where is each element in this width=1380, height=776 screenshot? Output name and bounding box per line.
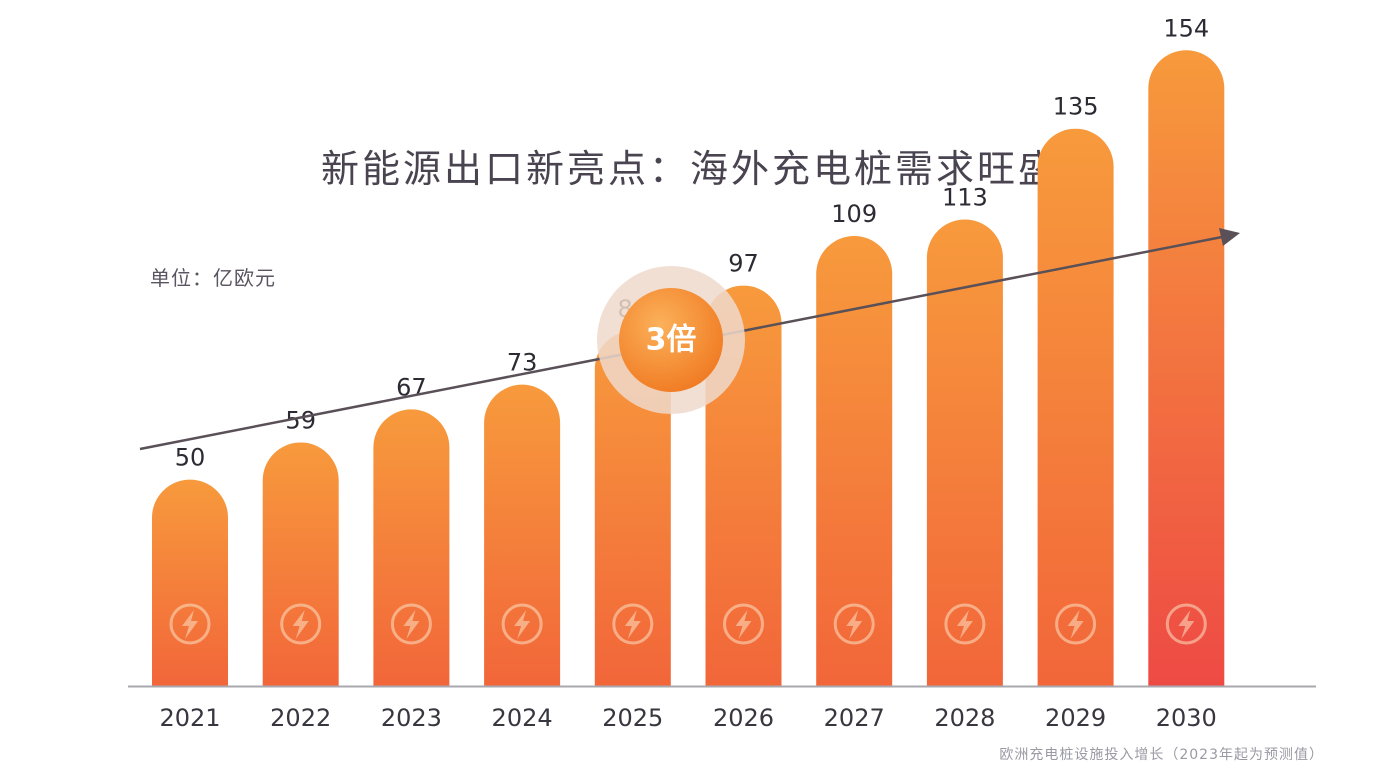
bar-2029 [1037, 128, 1114, 686]
value-label-2026: 97 [728, 250, 759, 278]
bar-2025 [594, 330, 671, 686]
lightning-icon [1165, 603, 1207, 645]
lightning-icon [1055, 603, 1097, 645]
bar-2027 [816, 236, 893, 686]
x-tick-2026: 2026 [713, 704, 774, 732]
bar-2023 [373, 409, 450, 686]
x-tick-2029: 2029 [1045, 704, 1106, 732]
x-tick-2024: 2024 [492, 704, 553, 732]
x-tick-2022: 2022 [270, 704, 331, 732]
lightning-icon [390, 603, 432, 645]
bars-group: 5020215920226720237320248620259720261092… [152, 14, 1225, 732]
x-tick-2021: 2021 [159, 704, 220, 732]
lightning-icon [833, 603, 875, 645]
chart-title: 新能源出口新亮点：海外充电桩需求旺盛 [320, 147, 1059, 191]
x-tick-2028: 2028 [934, 704, 995, 732]
x-tick-2030: 2030 [1156, 704, 1217, 732]
source-note: 欧洲充电桩设施投入增长（2023年起为预测值） [999, 747, 1324, 763]
value-label-2030: 154 [1163, 14, 1209, 42]
value-label-2028: 113 [942, 184, 988, 212]
lightning-icon [280, 603, 322, 645]
badge-core [619, 288, 723, 392]
lightning-icon [169, 603, 211, 645]
x-tick-2023: 2023 [381, 704, 442, 732]
badge-label: 3倍 [646, 323, 697, 358]
bar-2022 [262, 442, 339, 686]
value-label-2021: 50 [175, 444, 206, 472]
trend-arrow-head [1219, 228, 1240, 246]
bar-2030 [1148, 50, 1225, 687]
lightning-icon [612, 603, 654, 645]
value-label-2027: 109 [831, 200, 877, 228]
value-label-2029: 135 [1053, 93, 1099, 121]
x-tick-2025: 2025 [602, 704, 663, 732]
bar-2021 [152, 479, 228, 686]
unit-label: 单位：亿欧元 [150, 266, 276, 290]
lightning-icon [944, 603, 986, 645]
lightning-icon [723, 603, 764, 645]
bar-2024 [484, 384, 561, 686]
lightning-icon [501, 603, 543, 645]
multiplier-badge: 3倍 [597, 266, 745, 414]
x-tick-2027: 2027 [824, 704, 885, 732]
bar-2028 [926, 219, 1003, 686]
